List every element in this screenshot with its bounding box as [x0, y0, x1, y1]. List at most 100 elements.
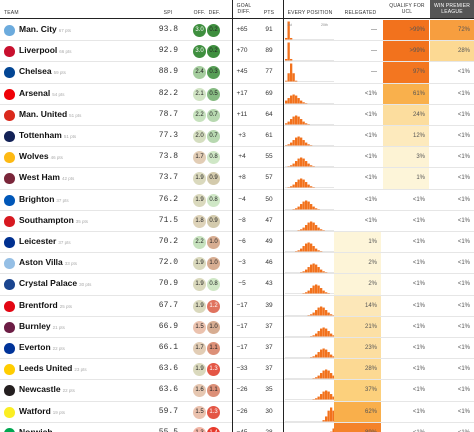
- club-crest-icon: [4, 427, 15, 432]
- club-crest-icon: [4, 258, 15, 270]
- relegation-probability: 1%: [334, 232, 381, 253]
- relegation-probability: 89%: [334, 422, 381, 432]
- ucl-probability: 97%: [383, 62, 429, 83]
- histogram-bar: [285, 123, 288, 125]
- team-name-text: Leicester: [19, 236, 57, 246]
- histogram-bar: [312, 263, 315, 273]
- defense-rating: 1.0: [207, 320, 220, 334]
- team-points: 67 pts: [58, 28, 72, 33]
- histogram-bar: [310, 313, 313, 316]
- histogram-bar: [330, 407, 333, 422]
- histogram-bar: [292, 184, 295, 188]
- table-row: Newcastle 22 pts 63.6 1.6 1.1 −26 35 37% <1% <1%: [0, 380, 474, 402]
- offense-rating: 1.9: [193, 172, 206, 186]
- ucl-probability: <1%: [383, 401, 429, 422]
- ucl-probability: >99%: [383, 41, 429, 62]
- histogram-bar: [322, 307, 325, 316]
- relegation-probability: <1%: [334, 189, 381, 210]
- team-name: Wolves 46 pts: [19, 151, 63, 161]
- title-probability: <1%: [430, 104, 474, 125]
- goal-diff-value: +4: [238, 153, 246, 161]
- goal-diff-value: −4: [238, 195, 246, 203]
- spi-value: 77.3: [158, 131, 178, 140]
- projected-pts-value: 35: [265, 386, 273, 394]
- histogram-bar: [297, 97, 300, 104]
- histogram-bar: [305, 200, 308, 210]
- histogram-bar: [310, 203, 313, 210]
- histogram-bar: [322, 370, 325, 379]
- spi-value: 82.2: [158, 88, 178, 98]
- offense-rating: 2.1: [193, 87, 206, 101]
- spi-value: 73.8: [158, 152, 178, 162]
- table-row: Tottenham 51 pts 77.3 2.0 0.7 +3 61 <1% 12% <1%: [0, 126, 474, 148]
- header-team: TEAM: [4, 10, 19, 16]
- histogram-bar: [325, 390, 328, 400]
- histogram-bar: [315, 248, 318, 252]
- team-name: Leeds United 23 pts: [19, 363, 87, 373]
- histogram-bar: [317, 396, 320, 400]
- table-row: Burnley 21 pts 66.9 1.5 1.0 −17 37 21% <1% <1%: [0, 316, 474, 338]
- histogram-bar: [295, 207, 298, 210]
- histogram-bar: [295, 81, 298, 82]
- position-histogram: [285, 263, 335, 273]
- position-histogram: [285, 42, 335, 61]
- histogram-bar: [315, 309, 318, 316]
- club-crest-icon: [4, 194, 15, 206]
- table-row: Wolves 46 pts 73.8 1.7 0.8 +4 55 <1% 3% <1%: [0, 147, 474, 169]
- position-histogram: [285, 369, 335, 379]
- defense-rating: 0.7: [207, 108, 220, 122]
- team-points: 25 pts: [59, 303, 72, 309]
- histogram-bar: [310, 165, 313, 167]
- team-points: 46 pts: [50, 155, 63, 161]
- histogram-bar: [287, 73, 290, 82]
- histogram-bar: [305, 269, 308, 273]
- team-name: Newcastle 22 pts: [19, 384, 75, 394]
- histogram-bar: [310, 288, 313, 294]
- projected-pts-value: 89: [265, 47, 273, 55]
- title-probability: <1%: [430, 189, 474, 210]
- histogram-bar: [320, 306, 323, 316]
- header-win-league: WIN PREMIER LEAGUE: [430, 0, 474, 18]
- histogram-bar: [317, 352, 320, 358]
- relegation-probability: <1%: [334, 104, 381, 125]
- team-points: 59 pts: [53, 70, 66, 76]
- title-probability: <1%: [430, 316, 474, 337]
- spi-value: 93.8: [158, 25, 178, 34]
- histogram-bar: [310, 243, 313, 252]
- histogram-bar: [305, 182, 308, 188]
- histogram-bar: [307, 201, 310, 210]
- club-crest-icon: [4, 67, 15, 79]
- team-name: Liverpool 66 pts: [19, 45, 72, 55]
- relegation-probability: 2%: [334, 253, 381, 274]
- histogram-bar: [327, 312, 330, 316]
- club-crest-icon: [4, 131, 15, 142]
- histogram-bar: [300, 157, 303, 167]
- histogram-bar: [307, 163, 310, 167]
- histogram-bar: [332, 396, 335, 400]
- ucl-probability: <1%: [383, 232, 429, 253]
- title-probability: <1%: [430, 422, 474, 432]
- histogram-bar: [287, 42, 290, 61]
- title-probability: 72%: [430, 20, 474, 41]
- team-name-text: Brighton: [19, 193, 55, 204]
- team-points: 30 pts: [79, 282, 92, 288]
- offense-rating: 2.2: [193, 108, 206, 122]
- histogram-bar: [285, 100, 288, 104]
- spi-value: 73.7: [158, 173, 178, 183]
- position-histogram: [285, 94, 335, 104]
- offense-rating: 2.2: [193, 236, 206, 249]
- team-points: 22 pts: [52, 346, 65, 351]
- relegation-probability: <1%: [334, 168, 381, 189]
- team-name-text: Liverpool: [19, 45, 58, 56]
- histogram-bar: [290, 63, 293, 82]
- ucl-probability: 24%: [383, 104, 429, 125]
- histogram-bar: [297, 250, 300, 252]
- position-histogram: [285, 242, 335, 252]
- offense-rating: 1.9: [193, 299, 206, 313]
- position-histogram: [285, 221, 335, 231]
- goal-diff-value: +65: [236, 26, 248, 33]
- position-histogram: [285, 200, 335, 210]
- ucl-probability: <1%: [383, 253, 429, 274]
- header-qualify-ucl: QUALIFY FOR UCL: [389, 3, 425, 15]
- table-row: Leeds United 23 pts 63.6 1.9 1.3 −33 37 28% <1% <…: [0, 359, 474, 381]
